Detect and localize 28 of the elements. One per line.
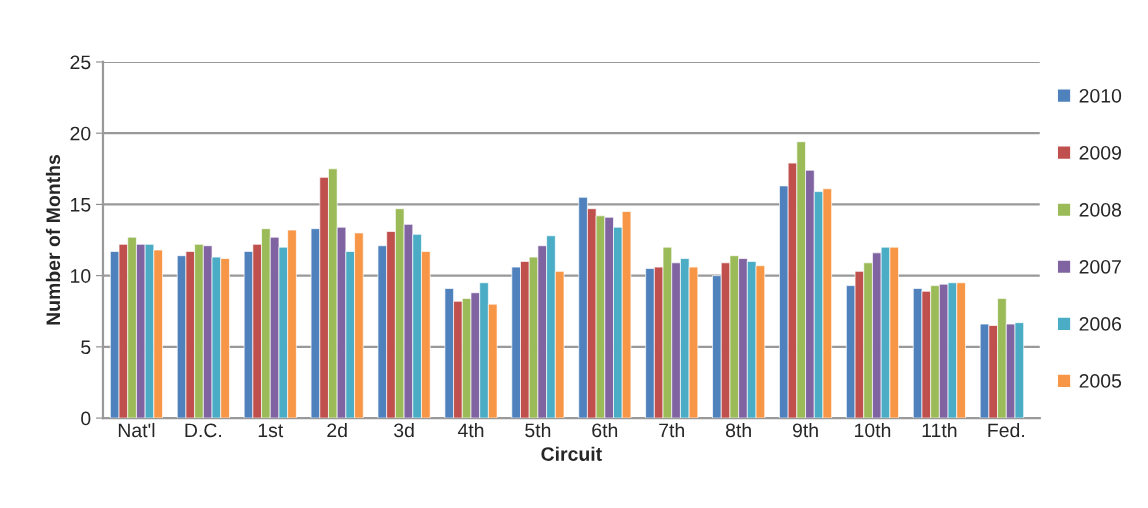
x-tick-label: Fed. — [988, 422, 1024, 438]
y-tick-label: 0 — [81, 411, 91, 426]
x-tick-label: 8th — [725, 422, 751, 438]
legend-label: 2007 — [1079, 259, 1121, 274]
legend-label: 2006 — [1079, 317, 1122, 331]
x-tick-label: 4th — [457, 422, 484, 438]
x-tick-label: 5th — [525, 422, 551, 438]
x-tick-label: 6th — [592, 422, 618, 438]
x-axis-title: Circuit — [541, 446, 602, 461]
x-tick-label: 3d — [394, 422, 414, 438]
x-tick-label: 9th — [792, 422, 818, 438]
y-axis-title: Number of Months — [45, 154, 61, 325]
y-tick-label: 15 — [71, 198, 91, 212]
y-tick-label: 20 — [70, 126, 91, 141]
x-tick-label: 2d — [327, 422, 347, 438]
x-tick-label: 11th — [922, 422, 957, 438]
y-tick-label: 25 — [70, 55, 91, 70]
legend-label: 2008 — [1079, 202, 1122, 217]
legend-label: 2010 — [1079, 88, 1122, 103]
legend-label: 2005 — [1079, 374, 1122, 388]
x-tick-label: 1st — [258, 423, 284, 438]
x-tick-label: 10th — [855, 422, 891, 438]
y-tick-label: 10 — [71, 269, 91, 283]
legend-label: 2009 — [1079, 145, 1121, 160]
x-tick-label: Nat'l — [118, 422, 155, 438]
x-tick-label: 7th — [659, 422, 684, 438]
y-tick-label: 5 — [81, 340, 91, 355]
x-tick-label: D.C. — [185, 423, 222, 438]
